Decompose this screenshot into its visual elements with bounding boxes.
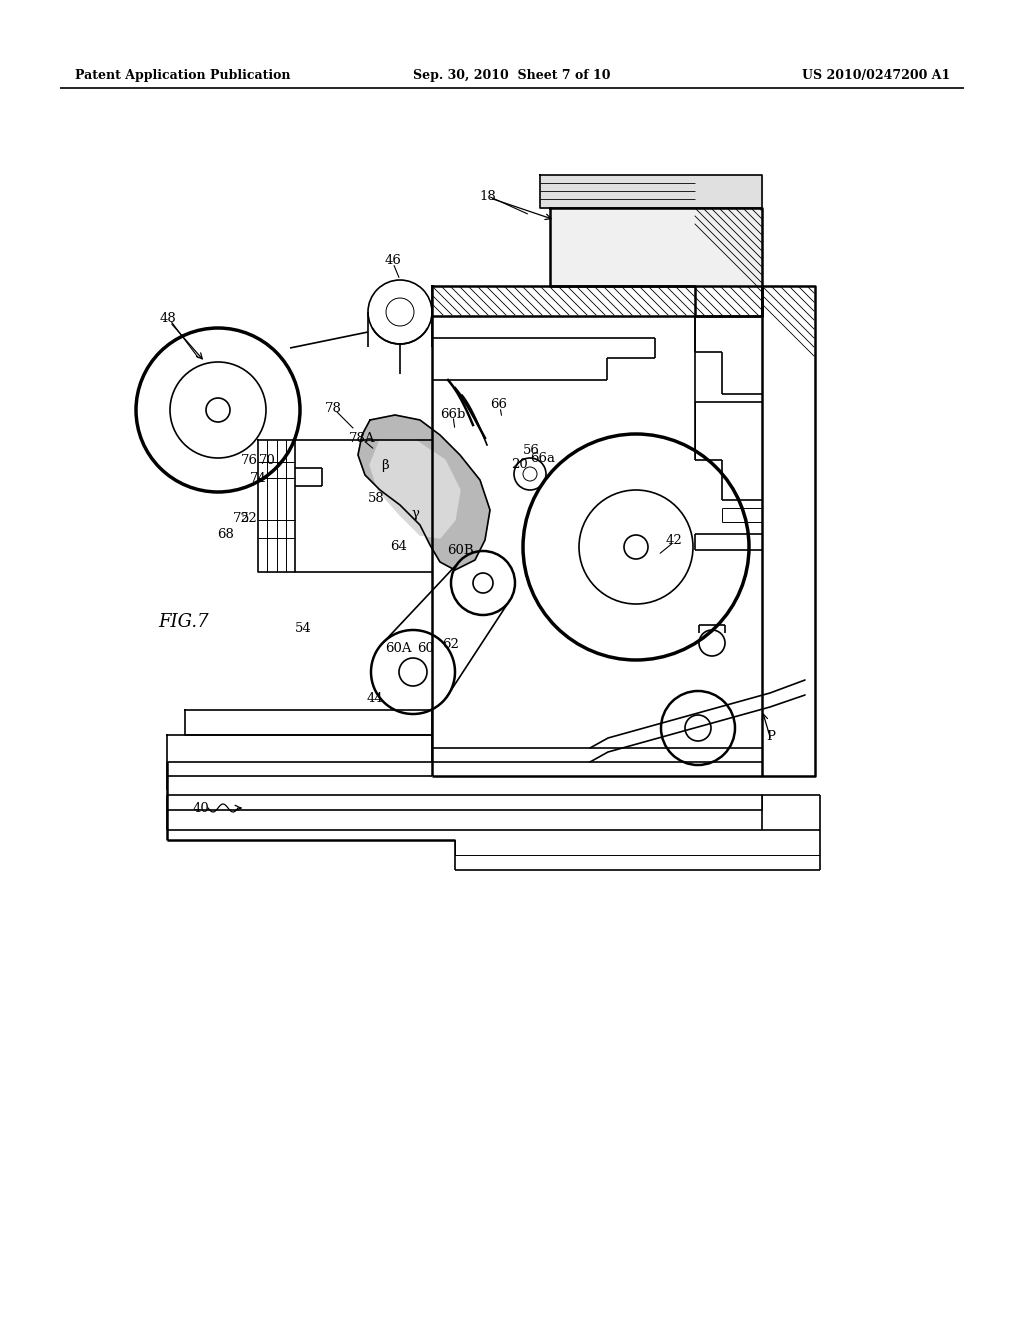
Text: 60: 60 <box>418 642 434 655</box>
Text: 58: 58 <box>368 491 384 504</box>
Text: 52: 52 <box>241 511 257 524</box>
Text: P: P <box>767 730 775 743</box>
Polygon shape <box>432 286 762 315</box>
Polygon shape <box>550 209 762 315</box>
Text: 60A: 60A <box>385 642 412 655</box>
Text: 20: 20 <box>511 458 527 470</box>
Text: 40: 40 <box>193 801 209 814</box>
Text: 64: 64 <box>390 540 408 553</box>
Text: 66b: 66b <box>440 408 466 421</box>
Circle shape <box>624 535 648 558</box>
Polygon shape <box>540 176 762 209</box>
Text: 66: 66 <box>490 399 508 412</box>
Text: 62: 62 <box>442 639 460 652</box>
Text: 44: 44 <box>367 692 383 705</box>
Text: 68: 68 <box>217 528 234 540</box>
Polygon shape <box>358 414 490 570</box>
Text: 54: 54 <box>295 622 311 635</box>
Text: 72: 72 <box>232 511 250 524</box>
Text: 70: 70 <box>259 454 275 467</box>
Text: 46: 46 <box>385 253 401 267</box>
Text: β: β <box>381 459 389 473</box>
Polygon shape <box>762 286 815 776</box>
Text: Patent Application Publication: Patent Application Publication <box>75 69 291 82</box>
Polygon shape <box>370 440 460 539</box>
Circle shape <box>206 399 230 422</box>
Text: 74: 74 <box>250 471 266 484</box>
Text: Sep. 30, 2010  Sheet 7 of 10: Sep. 30, 2010 Sheet 7 of 10 <box>414 69 610 82</box>
Text: 60B: 60B <box>446 544 473 557</box>
Text: 48: 48 <box>160 312 176 325</box>
Polygon shape <box>258 440 295 572</box>
Text: US 2010/0247200 A1: US 2010/0247200 A1 <box>802 69 950 82</box>
Text: 56: 56 <box>522 445 540 458</box>
Text: 78: 78 <box>325 401 341 414</box>
Text: 78A: 78A <box>349 432 375 445</box>
Text: 18: 18 <box>479 190 497 202</box>
Text: γ: γ <box>411 507 419 520</box>
Text: FIG.7: FIG.7 <box>158 612 209 631</box>
Text: 66a: 66a <box>530 453 555 466</box>
Text: 76: 76 <box>241 454 257 467</box>
Text: 42: 42 <box>666 533 682 546</box>
